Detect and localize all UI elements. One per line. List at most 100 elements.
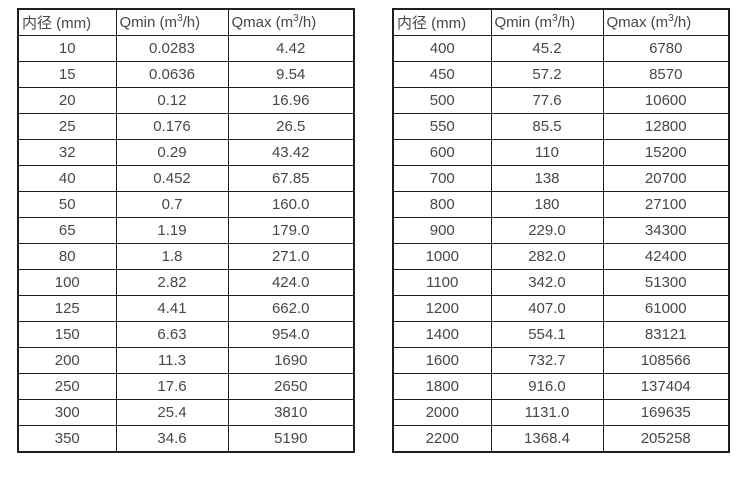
table-cell: 0.0283 <box>115 35 229 62</box>
table-cell: 1400 <box>392 321 492 348</box>
table-cell: 45.2 <box>490 35 604 62</box>
table-row: 450 57.2 8570 <box>392 61 730 88</box>
table-cell: 342.0 <box>490 269 604 296</box>
table-cell: 179.0 <box>227 217 355 244</box>
table-cell: 65 <box>17 217 117 244</box>
col-header-qmax: Qmax (m3/h) <box>602 8 730 36</box>
table-cell: 229.0 <box>490 217 604 244</box>
table-cell: 137404 <box>602 373 730 400</box>
table-cell: 17.6 <box>115 373 229 400</box>
table-cell: 32 <box>17 139 117 166</box>
table-row: 1200 407.0 61000 <box>392 295 730 322</box>
table-cell: 138 <box>490 165 604 192</box>
table-row: 125 4.41 662.0 <box>17 295 355 322</box>
table-cell: 51300 <box>602 269 730 296</box>
table-cell: 900 <box>392 217 492 244</box>
table-cell: 85.5 <box>490 113 604 140</box>
table-row: 250 17.6 2650 <box>17 373 355 400</box>
table-cell: 108566 <box>602 347 730 374</box>
table-row: 1400 554.1 83121 <box>392 321 730 348</box>
table-cell: 27100 <box>602 191 730 218</box>
table-row: 700 138 20700 <box>392 165 730 192</box>
table-cell: 2200 <box>392 425 492 453</box>
header-row: 内径 (mm) Qmin (m3/h) Qmax (m3/h) <box>17 8 355 36</box>
table-cell: 662.0 <box>227 295 355 322</box>
table-cell: 20 <box>17 87 117 114</box>
table-row: 800 180 27100 <box>392 191 730 218</box>
table-body: 10 0.0283 4.42 15 0.0636 9.54 20 0.12 16.96 25 0.1… <box>17 35 355 453</box>
table-cell: 83121 <box>602 321 730 348</box>
table-cell: 407.0 <box>490 295 604 322</box>
table-cell: 3810 <box>227 399 355 426</box>
table-cell: 34.6 <box>115 425 229 453</box>
table-row: 20 0.12 16.96 <box>17 87 355 114</box>
table-cell: 50 <box>17 191 117 218</box>
table-cell: 271.0 <box>227 243 355 270</box>
table-cell: 67.85 <box>227 165 355 192</box>
table-cell: 1600 <box>392 347 492 374</box>
table-row: 40 0.452 67.85 <box>17 165 355 192</box>
table-cell: 282.0 <box>490 243 604 270</box>
table-cell: 26.5 <box>227 113 355 140</box>
table-cell: 1.8 <box>115 243 229 270</box>
table-row: 1600 732.7 108566 <box>392 347 730 374</box>
table-cell: 0.176 <box>115 113 229 140</box>
table-row: 2000 1131.0 169635 <box>392 399 730 426</box>
table-cell: 15 <box>17 61 117 88</box>
table-row: 600 110 15200 <box>392 139 730 166</box>
table-cell: 205258 <box>602 425 730 453</box>
table-cell: 77.6 <box>490 87 604 114</box>
table-cell: 200 <box>17 347 117 374</box>
table-row: 65 1.19 179.0 <box>17 217 355 244</box>
table-cell: 0.0636 <box>115 61 229 88</box>
table-cell: 350 <box>17 425 117 453</box>
table-cell: 700 <box>392 165 492 192</box>
table-row: 100 2.82 424.0 <box>17 269 355 296</box>
table-cell: 125 <box>17 295 117 322</box>
flow-spec-table-small-diameters: 内径 (mm) Qmin (m3/h) Qmax (m3/h) 10 0.0283… <box>17 8 355 453</box>
table-cell: 2650 <box>227 373 355 400</box>
table-cell: 732.7 <box>490 347 604 374</box>
table-cell: 11.3 <box>115 347 229 374</box>
table-cell: 550 <box>392 113 492 140</box>
table-cell: 10 <box>17 35 117 62</box>
col-header-diameter: 内径 (mm) <box>392 8 492 36</box>
table-cell: 1131.0 <box>490 399 604 426</box>
table-cell: 10600 <box>602 87 730 114</box>
table-row: 1000 282.0 42400 <box>392 243 730 270</box>
col-header-qmin: Qmin (m3/h) <box>490 8 604 36</box>
table-cell: 16.96 <box>227 87 355 114</box>
table-cell: 34300 <box>602 217 730 244</box>
table-cell: 300 <box>17 399 117 426</box>
table-cell: 100 <box>17 269 117 296</box>
table-cell: 80 <box>17 243 117 270</box>
table-row: 300 25.4 3810 <box>17 399 355 426</box>
table-cell: 150 <box>17 321 117 348</box>
table-row: 400 45.2 6780 <box>392 35 730 62</box>
table-cell: 1368.4 <box>490 425 604 453</box>
table-cell: 2000 <box>392 399 492 426</box>
table-cell: 554.1 <box>490 321 604 348</box>
table-cell: 4.41 <box>115 295 229 322</box>
table-row: 900 229.0 34300 <box>392 217 730 244</box>
table-cell: 2.82 <box>115 269 229 296</box>
table-cell: 4.42 <box>227 35 355 62</box>
table-cell: 450 <box>392 61 492 88</box>
header-row: 内径 (mm) Qmin (m3/h) Qmax (m3/h) <box>392 8 730 36</box>
table-cell: 424.0 <box>227 269 355 296</box>
table-cell: 0.452 <box>115 165 229 192</box>
table-header: 内径 (mm) Qmin (m3/h) Qmax (m3/h) <box>392 8 730 36</box>
table-cell: 57.2 <box>490 61 604 88</box>
table-cell: 250 <box>17 373 117 400</box>
table-cell: 916.0 <box>490 373 604 400</box>
table-cell: 1100 <box>392 269 492 296</box>
table-row: 15 0.0636 9.54 <box>17 61 355 88</box>
table-row: 80 1.8 271.0 <box>17 243 355 270</box>
table-row: 1800 916.0 137404 <box>392 373 730 400</box>
table-row: 500 77.6 10600 <box>392 87 730 114</box>
table-cell: 6780 <box>602 35 730 62</box>
table-row: 1100 342.0 51300 <box>392 269 730 296</box>
table-cell: 160.0 <box>227 191 355 218</box>
table-row: 550 85.5 12800 <box>392 113 730 140</box>
